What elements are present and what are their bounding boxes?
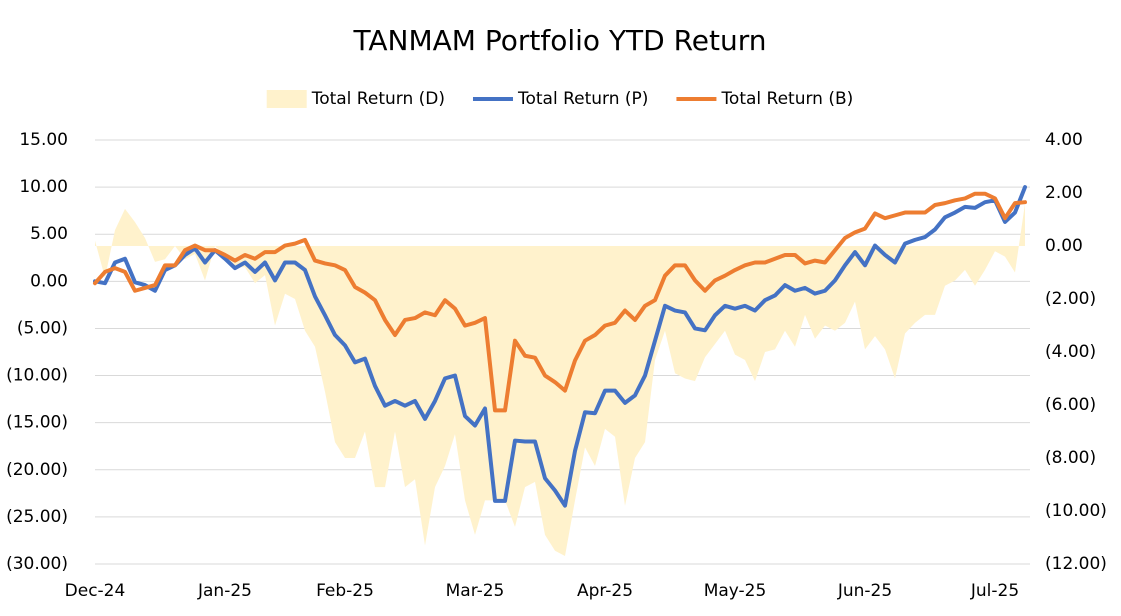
x-tick-label: Dec-24 <box>65 581 126 601</box>
x-tick-label: Jan-25 <box>197 581 252 601</box>
y2-tick-label: (10.00) <box>1045 501 1107 521</box>
legend: Total Return (D) Total Return (P) Total Re… <box>266 89 853 109</box>
legend-label: Total Return (P) <box>517 89 648 109</box>
x-tick-label: Jun-25 <box>837 581 892 601</box>
y-tick-label: (20.00) <box>6 460 68 480</box>
y2-tick-label: (8.00) <box>1045 448 1096 468</box>
x-tick-label: Mar-25 <box>446 581 505 601</box>
legend-label: Total Return (D) <box>311 89 445 109</box>
y2-tick-label: (6.00) <box>1045 395 1096 415</box>
x-tick-label: Apr-25 <box>577 581 633 601</box>
legend-item: Total Return (B) <box>676 89 853 109</box>
legend-swatch <box>266 90 307 108</box>
legend-item: Total Return (D) <box>266 89 445 109</box>
y2-tick-label: (2.00) <box>1045 289 1096 309</box>
y2-tick-label: 2.00 <box>1045 183 1083 203</box>
chart-title: TANMAM Portfolio YTD Return <box>352 24 766 57</box>
y2-tick-label: (4.00) <box>1045 342 1096 362</box>
x-tick-label: Feb-25 <box>316 581 374 601</box>
x-tick-label: May-25 <box>704 581 767 601</box>
y-tick-label: 15.00 <box>19 130 68 150</box>
y-tick-label: 0.00 <box>30 271 68 291</box>
y-tick-label: (10.00) <box>6 366 68 386</box>
y-tick-label: 10.00 <box>19 177 68 197</box>
y2-tick-label: 4.00 <box>1045 130 1083 150</box>
y-tick-label: (15.00) <box>6 413 68 433</box>
y-tick-label: (25.00) <box>6 507 68 527</box>
line <box>93 185 1027 508</box>
y-tick-label: (5.00) <box>17 318 68 338</box>
y-tick-label: 5.00 <box>30 224 68 244</box>
area <box>95 203 1025 557</box>
legend-label: Total Return (B) <box>720 89 853 109</box>
line <box>93 191 1027 413</box>
y2-tick-label: 0.00 <box>1045 236 1083 256</box>
legend-item: Total Return (P) <box>472 89 648 109</box>
x-tick-label: Jul-25 <box>970 581 1019 601</box>
y2-tick-label: (12.00) <box>1045 554 1107 574</box>
y-tick-label: (30.00) <box>6 554 68 574</box>
